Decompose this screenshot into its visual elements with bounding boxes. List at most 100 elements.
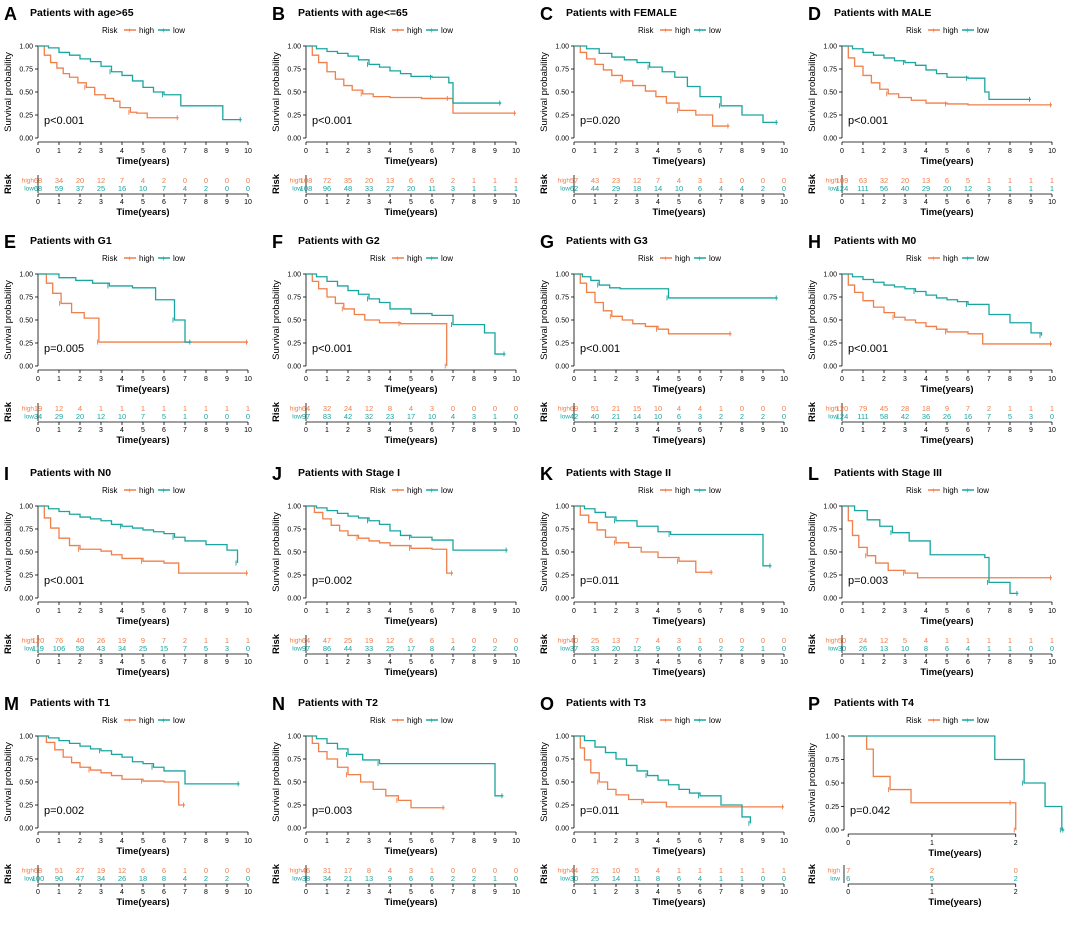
risk-x-tick-label: 7 xyxy=(987,199,991,206)
legend-high-cross: + xyxy=(127,254,132,263)
risk-count-low: 4 xyxy=(966,644,970,653)
km-curve-low xyxy=(306,505,508,551)
legend: Risk + high + low xyxy=(638,486,721,495)
risk-count-high: 108 xyxy=(300,176,313,185)
legend: Risk + high + low xyxy=(102,254,185,263)
panel-letter: I xyxy=(4,464,9,484)
legend: Risk + high + low xyxy=(370,26,453,35)
risk-x-tick-label: 5 xyxy=(409,427,413,434)
risk-count-low: 9 xyxy=(388,874,392,883)
y-tick-label: 1.00 xyxy=(555,734,569,741)
risk-x-tick-label: 1 xyxy=(325,889,329,896)
risk-x-tick-label: 4 xyxy=(656,427,660,434)
risk-count-low: 1 xyxy=(1050,184,1054,193)
risk-count-low: 20 xyxy=(612,644,620,653)
risk-count-high: 25 xyxy=(591,636,599,645)
risk-count-low: 2 xyxy=(204,874,208,883)
y-axis-title: Survival probability xyxy=(539,52,550,132)
x-axis-title: Time(years) xyxy=(652,846,705,857)
y-tick-label: 0.25 xyxy=(287,341,301,348)
risk-count-low: 56 xyxy=(880,184,888,193)
risk-count-low: 4 xyxy=(451,412,455,421)
risk-table-label: Risk xyxy=(539,863,550,884)
y-tick-label: 0.50 xyxy=(287,90,301,97)
risk-x-tick-label: 5 xyxy=(677,199,681,206)
legend-high-label: high xyxy=(675,254,690,263)
risk-x-axis-title: Time(years) xyxy=(920,667,973,678)
risk-x-tick-label: 2 xyxy=(882,199,886,206)
risk-count-low: 33 xyxy=(365,184,373,193)
risk-count-low: 32 xyxy=(365,412,373,421)
risk-x-tick-label: 5 xyxy=(141,199,145,206)
y-tick-label: 1.00 xyxy=(823,272,837,279)
legend-title: Risk xyxy=(906,26,923,35)
legend-low-label: low xyxy=(977,26,989,35)
risk-row-label-high: high xyxy=(558,178,571,185)
legend-title: Risk xyxy=(638,254,655,263)
risk-count-high: 7 xyxy=(635,636,639,645)
risk-x-axis-title: Time(years) xyxy=(116,435,169,446)
risk-x-tick-label: 0 xyxy=(36,889,40,896)
risk-x-tick-label: 8 xyxy=(472,427,476,434)
x-tick-label: 9 xyxy=(225,838,229,845)
legend-high-cross: + xyxy=(663,254,668,263)
legend-low-label: low xyxy=(173,716,185,725)
y-axis-title: Survival probability xyxy=(807,512,818,592)
risk-count-low: 33 xyxy=(591,644,599,653)
risk-count-high: 13 xyxy=(612,636,620,645)
risk-count-high: 1 xyxy=(719,866,723,875)
risk-count-high: 1 xyxy=(1029,636,1033,645)
panel-title: Patients with G1 xyxy=(30,235,112,247)
risk-count-high: 27 xyxy=(76,866,84,875)
risk-count-high: 19 xyxy=(118,636,126,645)
km-curve-high xyxy=(306,735,445,809)
x-tick-label: 6 xyxy=(162,376,166,383)
risk-x-tick-label: 6 xyxy=(698,889,702,896)
legend-title: Risk xyxy=(370,486,387,495)
risk-count-low: 4 xyxy=(698,874,702,883)
risk-count-high: 40 xyxy=(570,636,578,645)
x-tick-label: 0 xyxy=(572,376,576,383)
x-tick-label: 8 xyxy=(1008,608,1012,615)
risk-count-high: 68 xyxy=(34,176,42,185)
x-tick-label: 8 xyxy=(472,838,476,845)
risk-count-low: 25 xyxy=(386,644,394,653)
risk-x-tick-label: 8 xyxy=(472,889,476,896)
panel-letter: N xyxy=(272,694,285,714)
x-tick-label: 8 xyxy=(204,148,208,155)
risk-x-tick-label: 2 xyxy=(882,659,886,666)
risk-row-label-low: low xyxy=(560,186,570,193)
y-tick-label: 0.25 xyxy=(287,113,301,120)
risk-count-low: 1 xyxy=(761,644,765,653)
legend-low-cross: + xyxy=(161,486,166,495)
panel-k: K Patients with Stage II Risk + high + low 0.00… xyxy=(539,464,788,678)
x-tick-label: 2 xyxy=(78,608,82,615)
risk-count-low: 12 xyxy=(964,184,972,193)
risk-table-label: Risk xyxy=(3,401,14,422)
risk-count-high: 72 xyxy=(323,176,331,185)
risk-x-tick-label: 6 xyxy=(698,427,702,434)
risk-x-tick-label: 10 xyxy=(244,889,252,896)
y-tick-label: 0.50 xyxy=(287,550,301,557)
y-axis-title: Survival probability xyxy=(271,742,282,822)
risk-count-low: 8 xyxy=(924,644,928,653)
risk-x-tick-label: 8 xyxy=(1008,427,1012,434)
legend-title: Risk xyxy=(906,716,923,725)
x-tick-label: 8 xyxy=(204,608,208,615)
risk-count-low: 25 xyxy=(97,184,105,193)
risk-count-high: 26 xyxy=(97,636,105,645)
risk-count-low: 44 xyxy=(344,644,352,653)
risk-table: Risk highlow68683459203712257164102704020… xyxy=(3,173,252,218)
y-tick-label: 0.25 xyxy=(825,804,839,811)
x-tick-label: 10 xyxy=(1048,608,1056,615)
km-curve-high xyxy=(306,273,448,366)
x-tick-label: 2 xyxy=(614,608,618,615)
risk-x-tick-label: 9 xyxy=(1029,659,1033,666)
legend-low-cross: + xyxy=(161,254,166,263)
p-value: p<0.001 xyxy=(580,343,620,355)
risk-count-low: 0 xyxy=(246,412,250,421)
panel-title: Patients with G2 xyxy=(298,235,380,247)
risk-count-high: 0 xyxy=(719,636,723,645)
legend: Risk + high + low xyxy=(906,26,989,35)
risk-count-high: 2 xyxy=(183,636,187,645)
